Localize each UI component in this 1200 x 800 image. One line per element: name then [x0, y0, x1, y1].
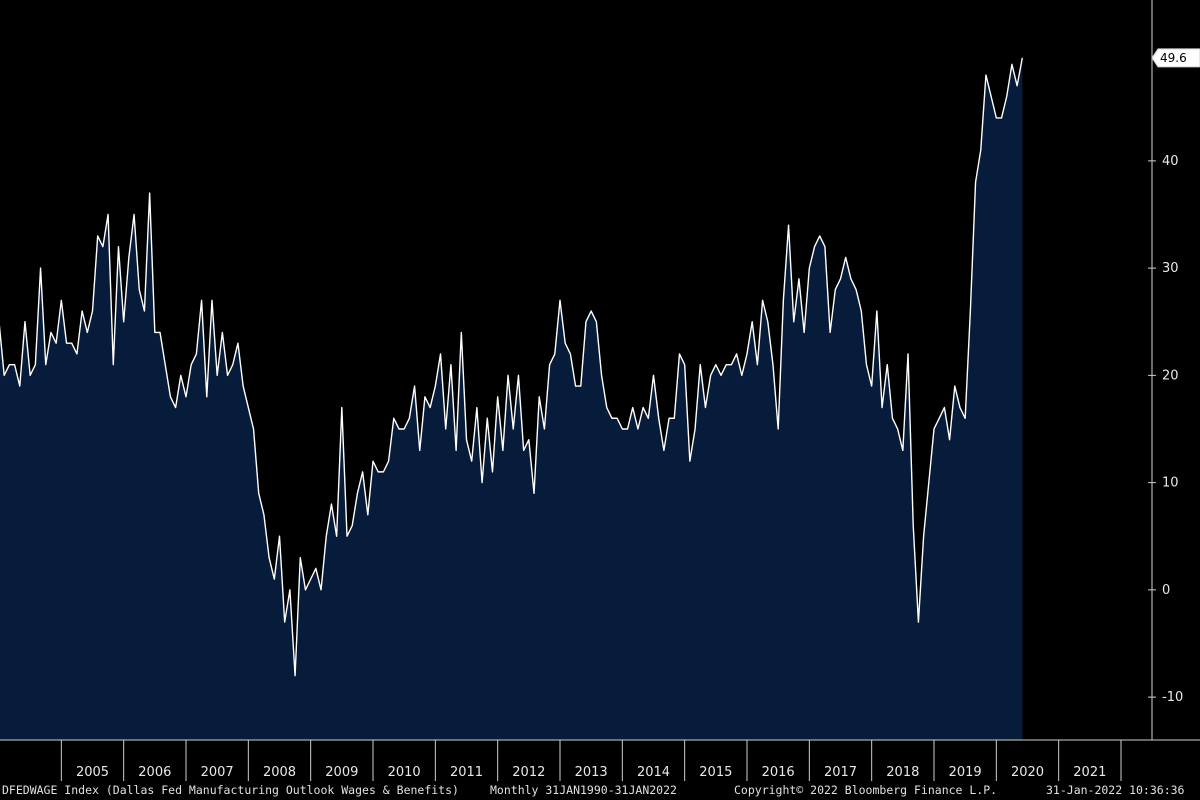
x-tick-label: 2009 — [325, 765, 358, 780]
x-tick-label: 2010 — [388, 765, 421, 780]
x-tick-label: 2015 — [699, 765, 732, 780]
y-tick-label: 10 — [1162, 476, 1179, 491]
x-tick-label: 2013 — [575, 765, 608, 780]
y-tick-label: 20 — [1162, 368, 1179, 383]
x-tick-label: 2007 — [201, 765, 234, 780]
x-tick-label: 2019 — [949, 765, 982, 780]
chart-area: -10 0 10 20 30 40 49.6 2005 2006 2007 2008 2009 2010… — [0, 0, 1200, 781]
x-tick-label: 2020 — [1011, 765, 1044, 780]
footer-copyright: Copyright© 2022 Bloomberg Finance L.P. — [734, 783, 998, 797]
footer-index-description: DFEDWAGE Index (Dallas Fed Manufacturing… — [2, 783, 459, 797]
footer-date-range: Monthly 31JAN1990-31JAN2022 — [490, 783, 677, 797]
x-tick-label: 2016 — [762, 765, 795, 780]
x-tick-label: 2014 — [637, 765, 670, 780]
x-tick-label: 2012 — [512, 765, 545, 780]
x-tick-label: 2017 — [824, 765, 857, 780]
last-value-box — [1151, 48, 1200, 68]
y-tick-label: 40 — [1162, 154, 1179, 169]
x-tick-label: 2008 — [263, 765, 296, 780]
x-tick-label: 2018 — [886, 765, 919, 780]
x-tick-label: 2021 — [1073, 765, 1106, 780]
x-tick-label: 2005 — [76, 765, 109, 780]
x-tick-label: 2006 — [138, 765, 171, 780]
last-value-label: 49.6 — [1160, 51, 1187, 65]
footer-bar: DFEDWAGE Index (Dallas Fed Manufacturing… — [0, 781, 1200, 800]
axis-layer: -10 0 10 20 30 40 49.6 2005 2006 2007 2008 2009 2010… — [0, 0, 1200, 781]
x-tick-label: 2011 — [450, 765, 483, 780]
series-line — [0, 57, 1023, 677]
y-tick-label: -10 — [1162, 690, 1183, 705]
plot-layer — [0, 57, 1023, 740]
series-area-fill — [0, 57, 1023, 740]
y-tick-label: 0 — [1162, 583, 1170, 598]
y-tick-label: 30 — [1162, 261, 1179, 276]
footer-timestamp: 31-Jan-2022 10:36:36 — [1046, 783, 1185, 797]
